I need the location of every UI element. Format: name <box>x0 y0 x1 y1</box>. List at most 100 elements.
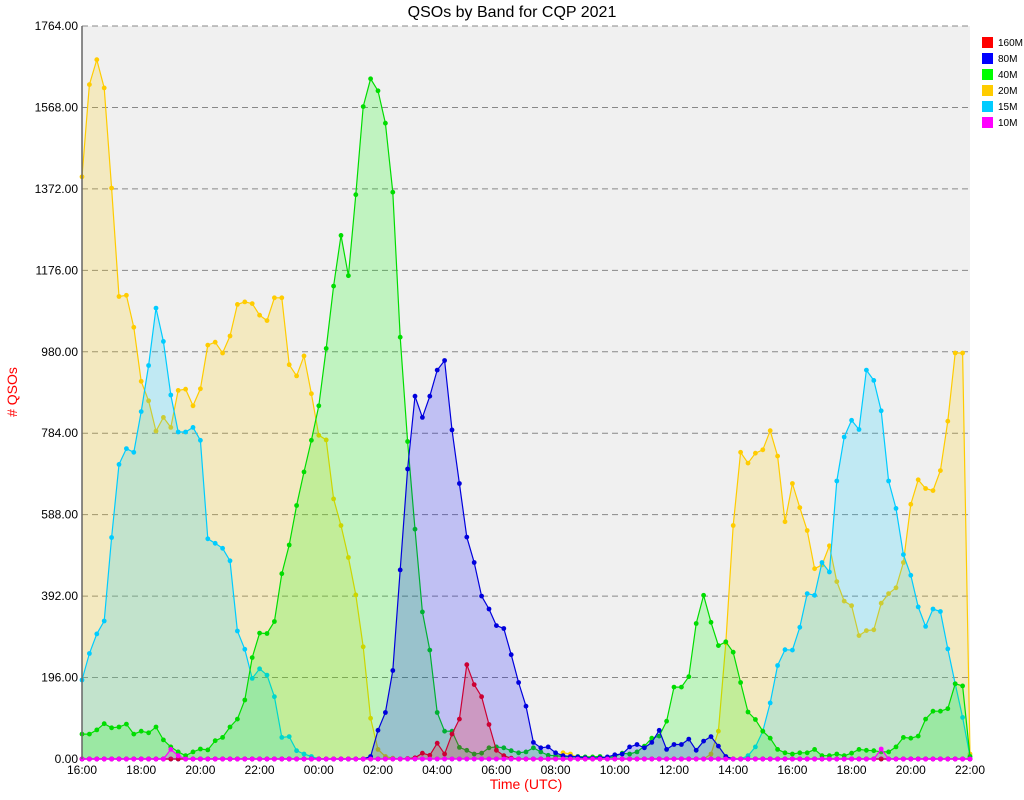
data-point <box>420 756 425 762</box>
data-point <box>220 756 226 762</box>
data-point <box>420 415 425 420</box>
data-point <box>227 724 233 730</box>
data-point <box>449 756 455 762</box>
data-point <box>679 684 684 690</box>
data-point <box>235 628 240 634</box>
data-point <box>686 756 692 762</box>
data-point <box>175 749 181 755</box>
data-point <box>901 756 906 762</box>
data-point <box>442 751 447 757</box>
data-point <box>686 674 692 680</box>
data-point <box>560 756 566 762</box>
data-point <box>834 478 840 484</box>
series-10M <box>79 746 973 762</box>
data-point <box>146 363 152 368</box>
data-point <box>338 756 344 762</box>
data-point <box>464 747 470 753</box>
data-point <box>730 649 736 655</box>
data-point <box>294 756 299 762</box>
data-point <box>249 676 255 681</box>
data-point <box>198 437 203 443</box>
data-point <box>582 756 588 762</box>
data-point <box>286 542 292 548</box>
data-point <box>279 295 285 301</box>
data-point <box>138 409 144 414</box>
data-point <box>508 652 514 658</box>
data-point <box>101 618 107 624</box>
data-point <box>116 756 122 762</box>
data-point <box>804 750 810 756</box>
data-point <box>138 756 144 762</box>
data-point <box>183 386 189 392</box>
data-point <box>767 756 773 762</box>
data-point <box>286 362 292 368</box>
data-point <box>427 647 433 653</box>
data-point <box>109 725 114 731</box>
legend-swatch-15M <box>982 101 993 112</box>
data-point <box>412 526 418 532</box>
data-point <box>878 408 884 414</box>
data-point <box>841 753 847 759</box>
x-tick-label: 16:00 <box>777 763 807 777</box>
data-point <box>175 388 181 393</box>
data-point <box>286 734 292 739</box>
data-point <box>486 756 492 762</box>
data-point <box>856 756 862 762</box>
data-point <box>804 591 810 596</box>
data-point <box>471 682 477 687</box>
y-tick-label: 196.00 <box>41 671 78 685</box>
data-point <box>264 672 270 678</box>
data-point <box>841 756 847 762</box>
data-point <box>131 324 137 330</box>
legend-label: 20M <box>998 86 1017 97</box>
x-axis-ticks: 16:00 18:00 20:00 22:00 00:00 02:00 04:00 06:00… <box>67 763 985 777</box>
data-point <box>812 756 817 762</box>
data-point <box>212 756 218 762</box>
x-tick-label: 18:00 <box>837 763 867 777</box>
data-point <box>294 503 299 508</box>
data-point <box>568 756 573 762</box>
data-point <box>434 740 440 746</box>
data-point <box>479 750 484 756</box>
y-tick-label: 1372.00 <box>35 182 79 196</box>
data-point <box>190 756 196 762</box>
y-tick-label: 784.00 <box>41 426 78 440</box>
data-point <box>471 751 477 757</box>
data-point <box>109 185 114 191</box>
data-point <box>538 745 544 751</box>
data-point <box>109 756 114 762</box>
data-point <box>279 735 285 740</box>
data-point <box>353 592 359 598</box>
data-point <box>457 481 462 486</box>
data-point <box>323 437 329 443</box>
data-point <box>94 631 100 637</box>
data-point <box>205 747 211 753</box>
data-point <box>346 756 351 762</box>
data-point <box>227 558 233 564</box>
data-point <box>716 743 721 749</box>
data-point <box>864 747 869 753</box>
data-point <box>827 543 832 549</box>
data-point <box>908 572 914 578</box>
data-point <box>175 429 181 435</box>
data-point <box>405 756 410 762</box>
data-point <box>915 733 921 739</box>
data-point <box>701 738 706 744</box>
series-layer <box>79 57 973 762</box>
data-point <box>434 710 440 715</box>
data-point <box>871 627 877 633</box>
data-point <box>161 737 166 743</box>
data-point <box>923 486 928 491</box>
data-point <box>501 626 507 631</box>
data-point <box>249 655 255 660</box>
data-point <box>434 756 440 762</box>
data-point <box>87 731 92 737</box>
data-point <box>168 392 174 398</box>
data-point <box>124 756 129 762</box>
data-point <box>101 721 107 727</box>
data-point <box>930 756 936 762</box>
x-tick-label: 22:00 <box>955 763 985 777</box>
data-point <box>871 756 877 762</box>
data-point <box>338 523 344 528</box>
data-point <box>945 706 951 712</box>
